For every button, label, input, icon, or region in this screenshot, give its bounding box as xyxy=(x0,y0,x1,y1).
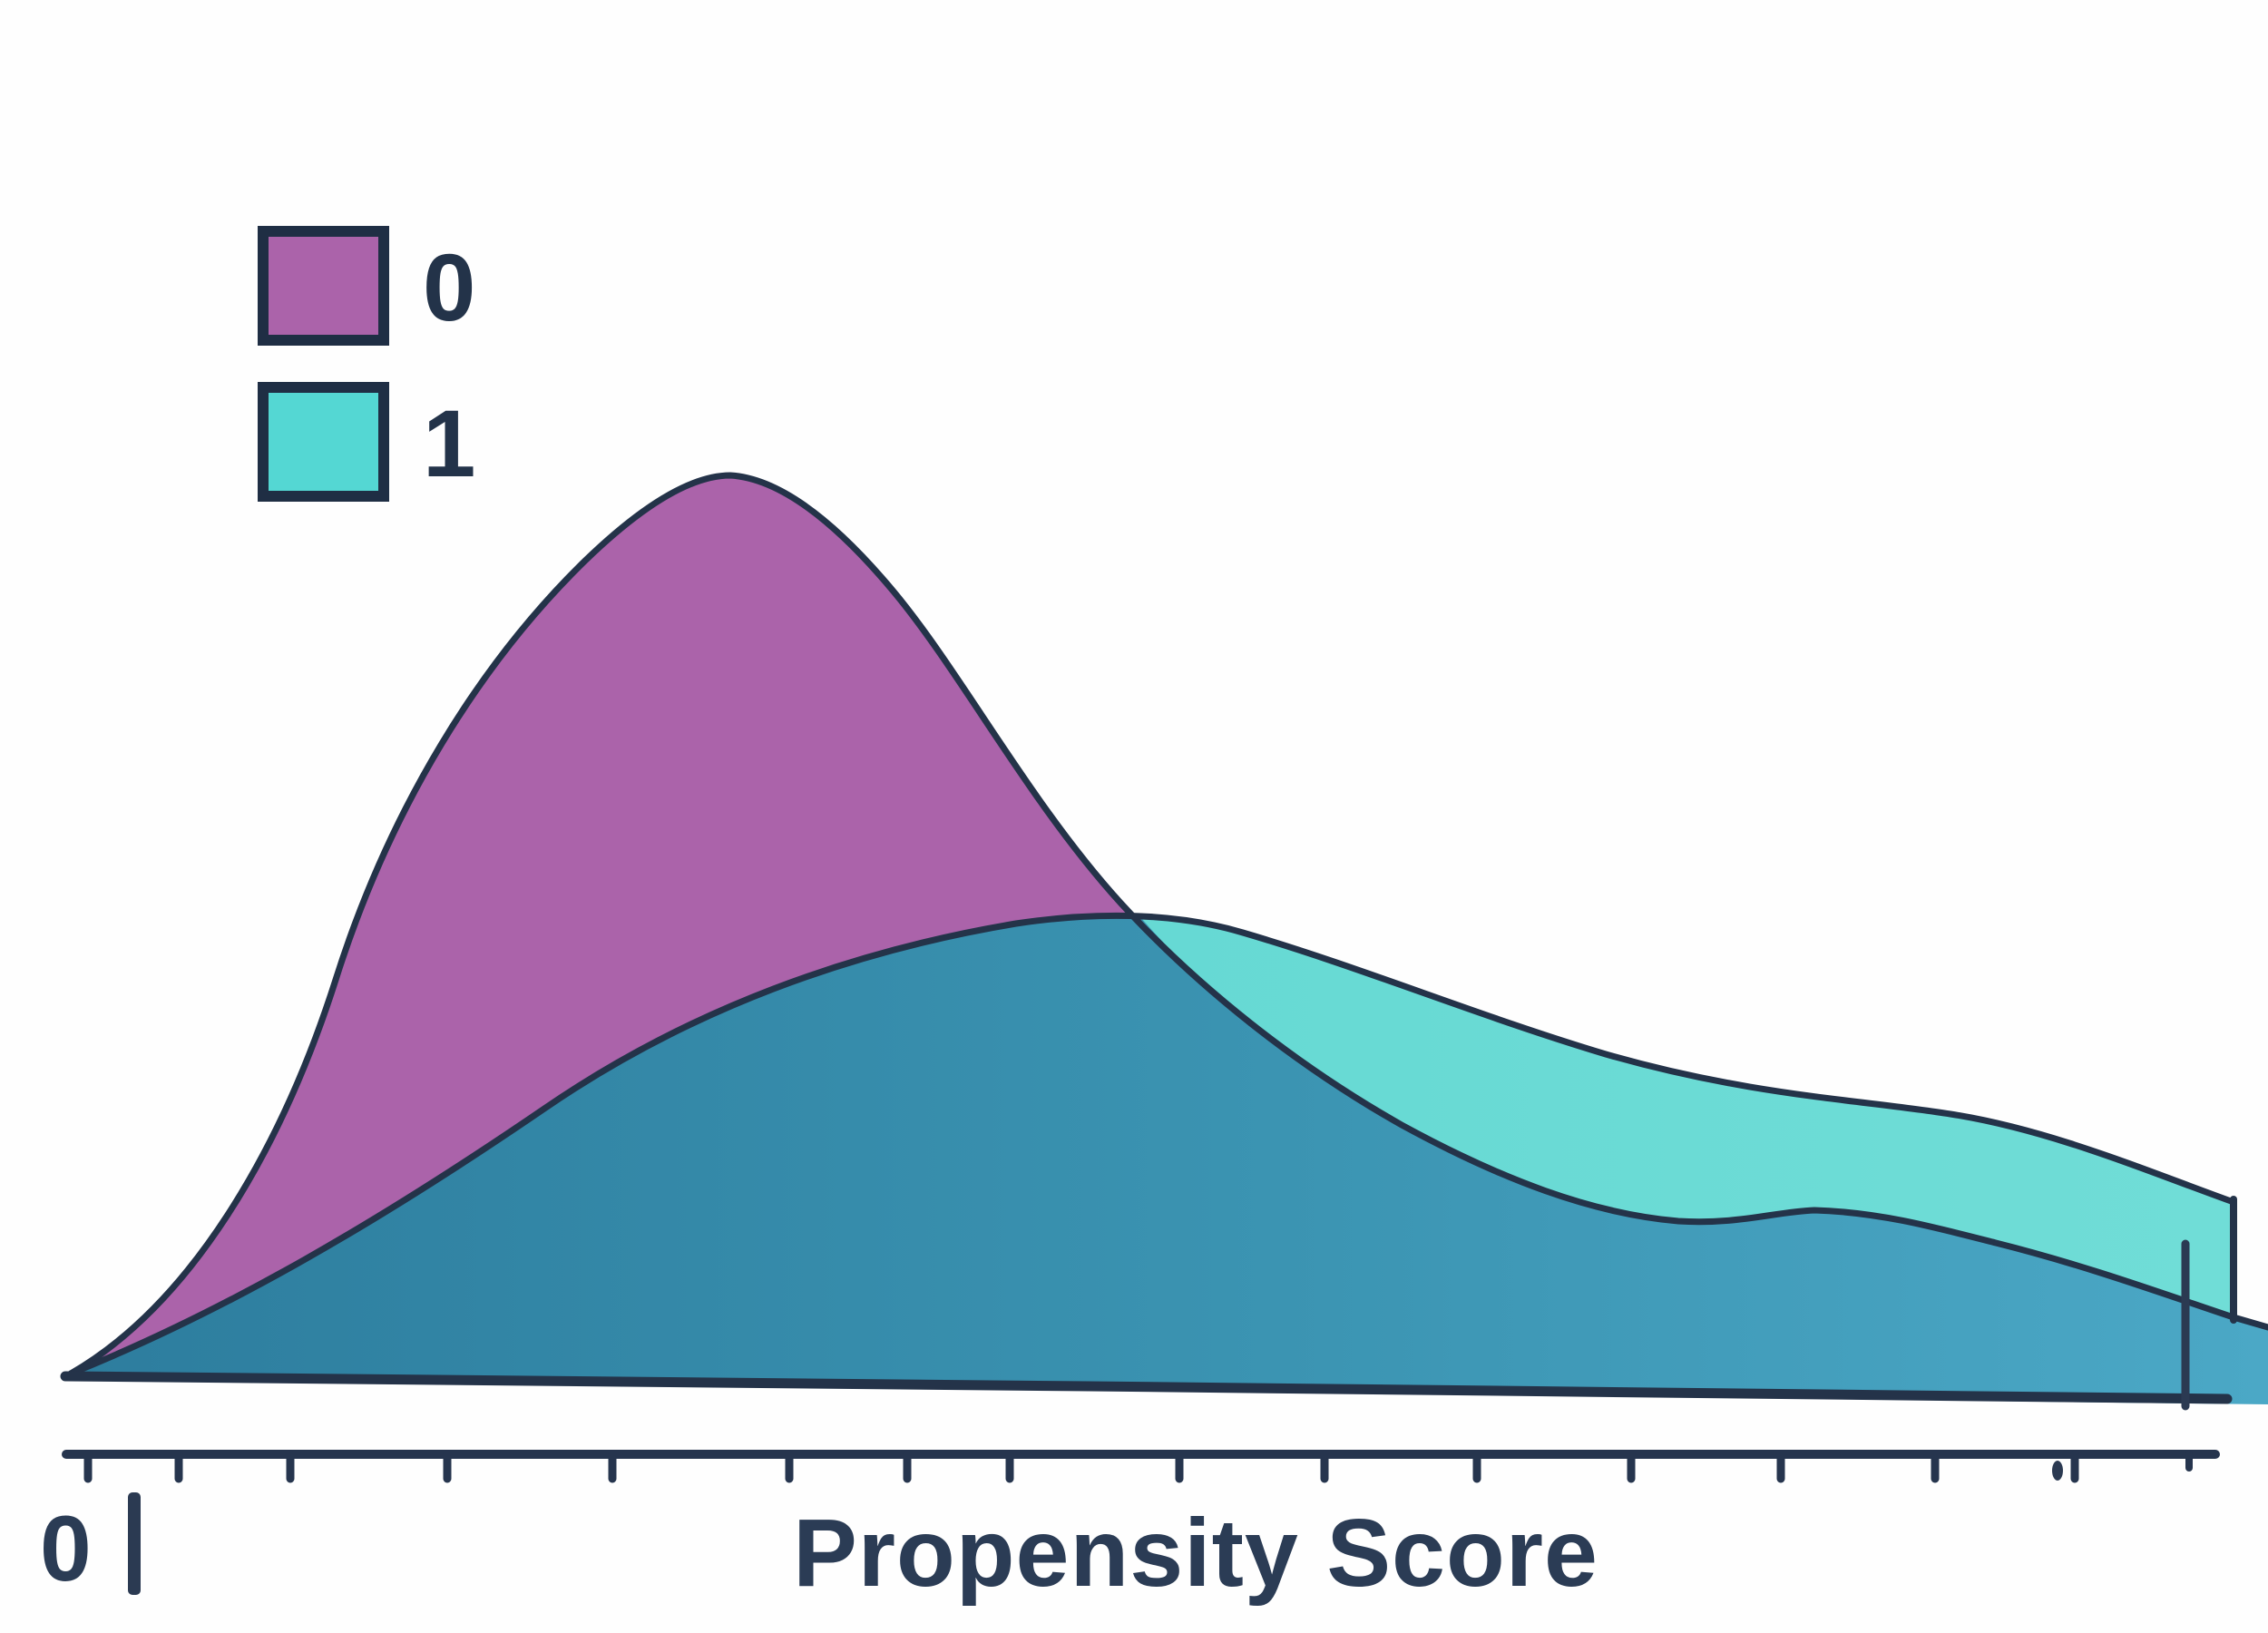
legend-label-group1: 1 xyxy=(423,391,475,497)
legend-swatch-group0 xyxy=(258,226,389,346)
density-baseline xyxy=(60,1371,2233,1404)
x-axis-title: Propensity Score xyxy=(793,1500,1598,1607)
legend-swatch-group1 xyxy=(258,382,389,502)
density-outline-group0 xyxy=(67,472,2268,1377)
origin-stray-bar xyxy=(128,1492,141,1595)
x-axis-ticks xyxy=(83,1450,2193,1483)
axis-smudge-mark xyxy=(2052,1461,2063,1481)
density-outline-group1 xyxy=(67,912,2237,1377)
x-axis-origin-label: 0 xyxy=(40,1497,92,1600)
density-overlap-region xyxy=(71,914,2268,1404)
legend: 0 1 xyxy=(258,226,475,502)
x-axis xyxy=(62,1450,2220,1483)
legend-label-group0: 0 xyxy=(423,235,475,341)
